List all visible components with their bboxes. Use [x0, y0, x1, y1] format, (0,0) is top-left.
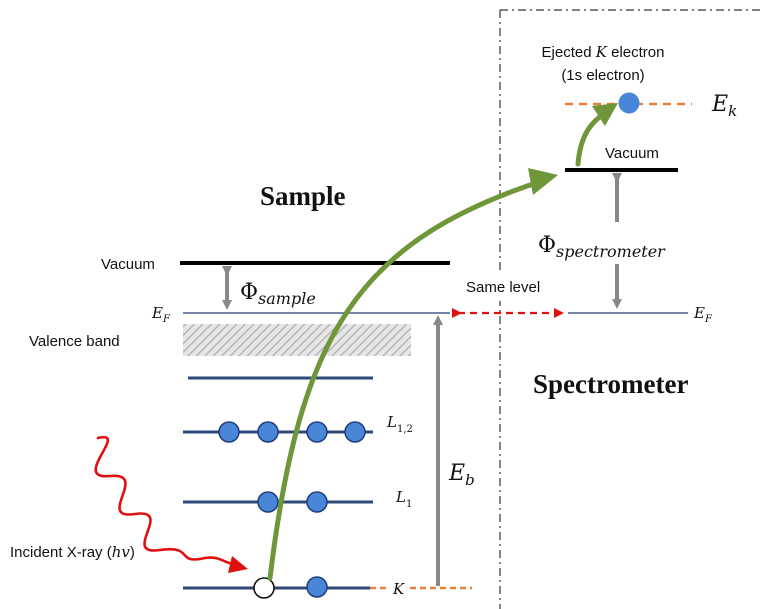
valence-band [183, 324, 411, 356]
K-label: K [392, 580, 405, 598]
phi-sample-label: Φsample [240, 280, 316, 308]
L12-label: L1,2 [386, 413, 413, 435]
electron [344, 421, 366, 443]
ejected-caption-line2: (1s electron) [561, 67, 644, 84]
valence-band-label: Valence band [29, 333, 120, 350]
same-level-box [458, 271, 558, 301]
electron [218, 421, 240, 443]
phi-spectrometer-label: Φspectrometer [538, 233, 666, 261]
sample-vacuum-label: Vacuum [101, 256, 155, 273]
phi-spectrometer-box [530, 222, 715, 264]
incident-xray-label: Incident X-ray (hv) [10, 543, 135, 561]
sample-fermi-label: EF [151, 304, 171, 325]
xray-wave [94, 435, 238, 567]
kinetic-energy-label: Ek [711, 92, 737, 120]
trajectory-arrowhead [528, 168, 558, 195]
ejected-electron [618, 92, 640, 114]
photoelectron-trajectory [267, 177, 548, 581]
same-level-label: Same level [466, 279, 540, 296]
electron [306, 491, 328, 513]
binding-energy-label: Eb [448, 461, 475, 489]
ejection-arrowhead [592, 103, 618, 126]
electron [306, 576, 328, 598]
electron [257, 421, 279, 443]
xray-arrowhead [228, 556, 248, 573]
ejected-caption-line1: Ejected K electron [542, 43, 665, 61]
electron [306, 421, 328, 443]
electron [257, 491, 279, 513]
sample-title: Sample [260, 181, 346, 211]
ejection-trajectory [575, 111, 607, 167]
L1-label: L1 [395, 488, 412, 510]
core-hole [253, 577, 275, 599]
spectrometer-fermi-label: EF [693, 304, 713, 325]
spectrometer-title: Spectrometer [533, 369, 688, 399]
spectrometer-vacuum-label: Vacuum [605, 145, 659, 162]
